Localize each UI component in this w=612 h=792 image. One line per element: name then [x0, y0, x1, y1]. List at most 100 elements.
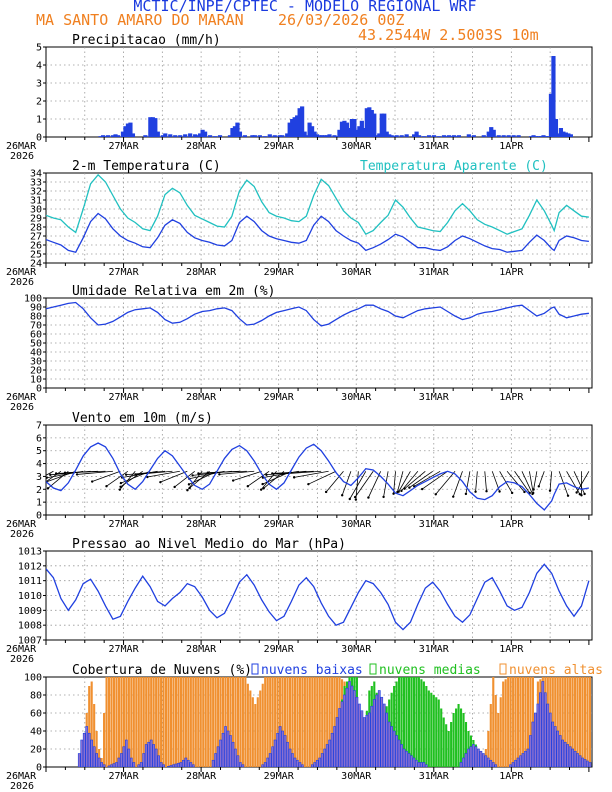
precip-bar: [446, 135, 452, 137]
cloud-low-bar: [159, 762, 163, 767]
cloud-high-bar: [574, 677, 577, 767]
cloud-high-bar: [145, 677, 148, 767]
precip-bar: [354, 129, 359, 137]
cloud-low-bar: [169, 765, 173, 767]
wind-vector-head: [265, 473, 268, 476]
cloud-low-bar: [474, 746, 478, 767]
cloud-mid-bar: [405, 677, 408, 767]
cloud-high-bar: [556, 677, 559, 767]
y-tick-label: 100: [24, 673, 42, 684]
y-tick-label: 29: [30, 214, 42, 225]
cloud-high-bar: [588, 677, 592, 767]
cloud-low-bar: [172, 764, 175, 767]
y-tick-label: 40: [30, 727, 42, 738]
panel-title-apparent: Temperatura Aparente (C): [360, 159, 548, 174]
cloud-low-bar: [546, 703, 550, 767]
x-tick-label: 28MAR: [186, 267, 217, 278]
y-tick-label: 20: [30, 745, 42, 756]
cloud-high-bar: [202, 677, 205, 767]
cloud-low-bar: [484, 755, 488, 767]
cloud-high-bar: [135, 677, 138, 767]
cloud-low-bar: [177, 762, 180, 767]
wind-vector: [354, 471, 374, 498]
precip-bar: [489, 127, 494, 137]
wind-vector-head: [434, 493, 437, 496]
cloud-low-bar: [576, 753, 579, 767]
cloud-low-bar: [120, 753, 123, 767]
precip-bar: [501, 135, 506, 137]
y-tick-label: 1012: [18, 561, 42, 572]
precip-bar: [536, 136, 541, 137]
precip-bar: [195, 135, 200, 137]
precip-bar: [267, 134, 272, 137]
cloud-mid-bar: [395, 681, 398, 767]
x-tick-label: 31MAR: [419, 267, 450, 278]
precip-bar: [312, 131, 317, 137]
cloud-mid-bar: [412, 677, 416, 767]
cloud-low-bar: [182, 759, 185, 767]
cloud-mid-bar: [410, 677, 413, 767]
cloud-low-bar: [482, 753, 485, 767]
cloud-low-bar: [293, 757, 297, 767]
y-tick-label: 3: [36, 79, 42, 90]
cloud-mid-bar: [435, 697, 438, 767]
cloud-high-bar: [177, 677, 180, 767]
precip-bar: [280, 135, 285, 137]
y-tick-label: 33: [30, 178, 42, 189]
x-tick-label: 26MAR: [6, 519, 37, 530]
cloud-low-bar: [509, 764, 512, 767]
x-tick-label: 26MAR: [6, 267, 37, 278]
wind-vector-head: [281, 472, 284, 476]
wind-vector: [398, 471, 411, 492]
precip-bar: [230, 128, 235, 137]
cloud-low-bar: [568, 746, 572, 767]
cloud-high-bar: [303, 677, 306, 767]
precip-bar: [382, 113, 387, 137]
precip-bar: [200, 129, 205, 137]
cloud-high-bar: [167, 677, 170, 767]
cloud-low-bar: [236, 755, 240, 767]
cloud-high-bar: [150, 677, 153, 767]
cloud-low-bar: [363, 717, 366, 767]
cloud-low-bar: [122, 746, 126, 767]
precip-bar: [369, 110, 374, 137]
cloud-low-bar: [234, 748, 237, 767]
cloud-high-bar: [212, 677, 215, 767]
cloud-high-bar: [578, 677, 582, 767]
y-tick-label: 30: [30, 205, 42, 216]
precip-bar: [297, 108, 302, 137]
cloud-low-bar: [405, 750, 408, 767]
cloud-low-bar: [514, 759, 517, 767]
cloud-low-bar: [82, 732, 86, 767]
panel-slp: 1007 1008 1009 1010 1011 1012 1013 26MAR 27MAR 28…: [6, 537, 593, 665]
cloud-high-bar: [559, 677, 562, 767]
cloud-high-bar: [296, 677, 299, 767]
cloud-low-bar: [189, 762, 193, 767]
cloud-low-bar: [526, 748, 530, 767]
wind-vector: [126, 470, 166, 476]
wind-vector-head: [575, 491, 578, 494]
precip-bar: [143, 135, 148, 137]
wind-vector: [475, 471, 478, 492]
cloud-low-bar: [320, 753, 324, 767]
cloud-low-bar: [581, 757, 584, 767]
cloud-low-bar: [278, 726, 282, 767]
cloud-low-bar: [563, 741, 567, 767]
y-tick-label: 1007: [18, 636, 42, 647]
cloud-low-bar: [310, 764, 314, 767]
wind-vector: [174, 470, 195, 488]
wind-vector-head: [292, 476, 296, 479]
x-tick-label: 26MAR: [6, 141, 37, 152]
y-tick-label: 6: [36, 433, 42, 444]
cloud-low-bar: [296, 759, 299, 767]
cloud-low-bar: [543, 692, 547, 767]
cloud-low-bar: [154, 748, 158, 767]
precip-bar: [155, 131, 160, 137]
precip-bar: [317, 135, 322, 137]
series-line: [46, 212, 589, 253]
wind-vector: [409, 470, 433, 488]
cloud-low-bar: [110, 764, 113, 767]
cloud-low-bar: [147, 741, 151, 767]
cloud-low-bar: [571, 748, 574, 767]
cloud-low-bar: [353, 690, 356, 767]
